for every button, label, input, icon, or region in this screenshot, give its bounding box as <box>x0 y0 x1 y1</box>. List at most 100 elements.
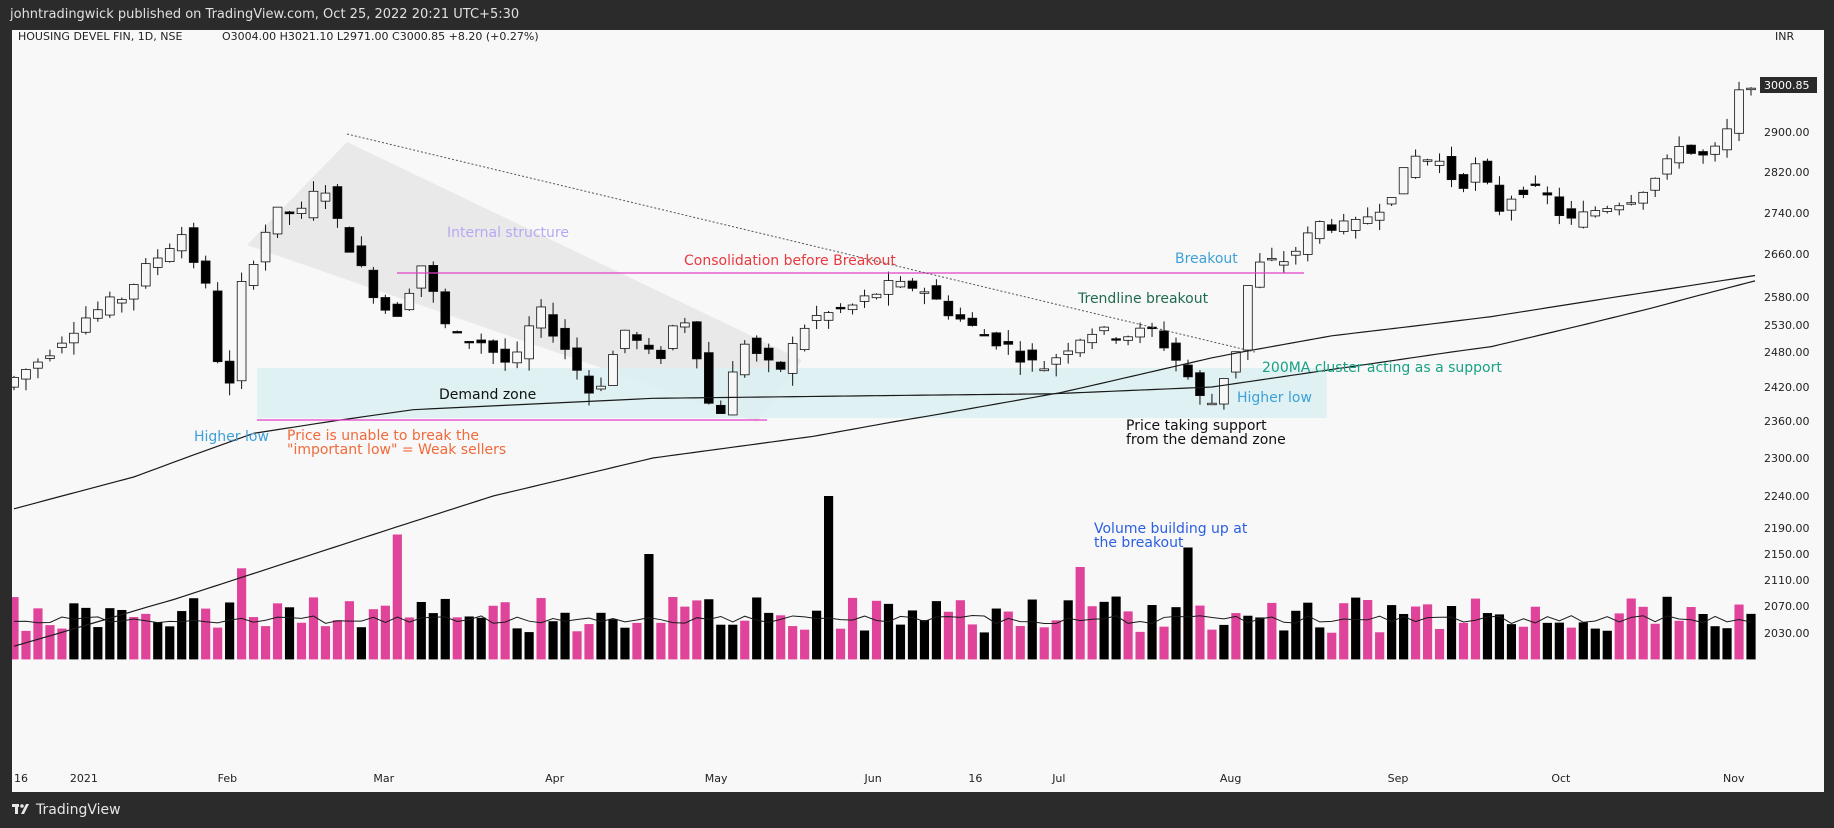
candle <box>739 343 750 376</box>
volume-bar <box>69 603 79 660</box>
volume-bar <box>1111 596 1121 660</box>
candle <box>895 280 906 288</box>
volume-bar <box>57 628 67 660</box>
candle <box>1698 151 1708 156</box>
candle <box>1590 210 1601 217</box>
volume-bar <box>1063 600 1073 660</box>
volume-bar <box>1027 599 1037 660</box>
candle <box>1494 184 1505 212</box>
volume-bar <box>1087 606 1097 660</box>
volume-bar <box>93 627 103 660</box>
volume-bar <box>1650 623 1660 660</box>
candle <box>787 343 798 374</box>
volume-bar <box>237 568 247 660</box>
tradingview-logo-icon <box>12 804 29 814</box>
volume-bar <box>788 626 798 660</box>
volume-bar <box>979 632 989 660</box>
volume-bar <box>1734 604 1744 660</box>
publisher-bar: johntradingwick published on TradingView… <box>0 0 1834 30</box>
candle <box>1734 89 1744 134</box>
volume-bar <box>12 597 19 660</box>
volume-bar <box>656 622 666 660</box>
candle <box>404 292 415 311</box>
candle <box>416 265 427 289</box>
volume-bar <box>81 607 91 660</box>
volume-bar <box>1434 628 1445 660</box>
volume-bar <box>1530 606 1540 660</box>
candle <box>1626 202 1637 205</box>
candle <box>596 385 606 390</box>
volume-bar <box>21 630 31 660</box>
volume-bar <box>608 619 618 660</box>
volume-bar <box>153 622 163 660</box>
volume-bar <box>141 613 151 660</box>
volume-bar <box>1566 627 1576 660</box>
candle <box>763 347 774 361</box>
volume-bar <box>1099 601 1109 660</box>
candle <box>1135 327 1145 338</box>
candle <box>452 331 463 334</box>
y-tick-label: 2820.00 <box>1764 166 1810 179</box>
volume-bar <box>1602 630 1612 660</box>
candle <box>1171 342 1181 361</box>
candle <box>69 332 79 344</box>
volume-bar <box>1554 622 1564 660</box>
candle <box>620 329 630 349</box>
ma-line-long <box>13 274 1756 647</box>
volume-bar <box>201 608 211 660</box>
x-tick-label: Feb <box>218 772 237 785</box>
volume-bar <box>284 607 295 660</box>
candle <box>811 315 822 321</box>
volume-bar <box>1686 607 1696 660</box>
candle <box>428 265 439 292</box>
volume-bar <box>692 600 702 660</box>
candle <box>1662 158 1672 175</box>
y-tick-label: 2580.00 <box>1764 291 1810 304</box>
candle <box>93 309 103 319</box>
volume-bar <box>524 632 534 660</box>
volume-bar <box>45 625 55 660</box>
candle <box>380 297 391 311</box>
candle <box>919 291 930 294</box>
currency-label: INR <box>1775 30 1794 43</box>
y-tick-label: 2530.00 <box>1764 319 1810 332</box>
y-tick-label: 2660.00 <box>1764 248 1810 261</box>
candle <box>727 371 738 416</box>
volume-bar <box>620 627 630 660</box>
volume-bar <box>296 622 307 660</box>
volume-bar <box>991 608 1001 660</box>
x-tick-label: 16 <box>968 772 982 785</box>
volume-bar <box>1051 620 1061 660</box>
volume-bar <box>272 603 283 660</box>
volume-bar <box>1518 626 1528 660</box>
candle <box>1506 198 1517 211</box>
volume-bar <box>584 624 594 660</box>
volume-bar <box>177 611 187 660</box>
price-chart[interactable]: HOUSING DEVEL FIN, 1D, NSE O3004.00 H302… <box>12 30 1824 792</box>
candle <box>668 325 678 349</box>
volume-bar <box>1159 626 1169 660</box>
volume-bar <box>1506 624 1517 660</box>
candle <box>1087 333 1097 344</box>
candle <box>955 314 966 320</box>
annotation-volume-note-1: Volume building up at <box>1094 521 1248 537</box>
candle <box>105 296 115 316</box>
x-tick-label: Jul <box>1051 772 1065 785</box>
volume-bar <box>1446 606 1457 660</box>
last-price-label: 3000.85 <box>1764 79 1810 92</box>
candle <box>224 360 235 384</box>
volume-bar <box>824 496 834 660</box>
volume-bar <box>680 606 690 660</box>
tradingview-brand[interactable]: TradingView <box>12 802 121 818</box>
volume-bar <box>1135 631 1145 660</box>
volume-bar <box>428 613 438 660</box>
chart-panel[interactable]: HOUSING DEVEL FIN, 1D, NSE O3004.00 H302… <box>12 30 1824 792</box>
candle <box>188 227 199 263</box>
candle <box>1039 368 1050 372</box>
volume-bar <box>1470 598 1481 660</box>
candles-layer <box>12 81 1756 416</box>
candle <box>464 340 475 344</box>
candle <box>943 300 954 317</box>
candle <box>1650 177 1660 191</box>
x-tick-label: Sep <box>1388 772 1409 785</box>
